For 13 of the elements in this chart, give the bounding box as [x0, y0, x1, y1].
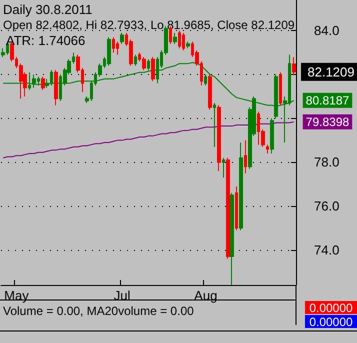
annotation: ATR: 1.74066: [6, 33, 86, 48]
chart-title: Daily 30.8.2011: [3, 2, 92, 17]
y-tick-label: 84.0: [314, 23, 340, 38]
data-label: 80.8187: [306, 93, 350, 108]
y-tick-label: 74.0: [314, 242, 340, 258]
text: Volume = 0.00, MA20volume = 0.00: [3, 304, 194, 318]
text: 82.1209: [308, 64, 354, 80]
text: Open 82.4802, Hi 82.7933, Lo 81.9685, Close 82.1209: [3, 18, 295, 32]
y-tick-label: 76.0: [314, 198, 340, 214]
text: 0.00000: [309, 301, 354, 315]
data-label: 79.8398: [306, 114, 350, 129]
text: 0.00000: [309, 315, 354, 329]
y-tick-label: 78.0: [314, 154, 340, 170]
